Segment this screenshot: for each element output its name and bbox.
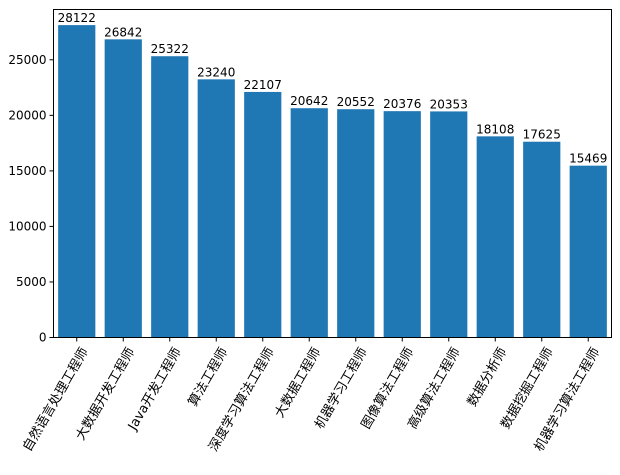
data-label-11: 15469 [569,152,607,166]
bar-10 [523,141,561,338]
data-label-7: 20376 [383,97,421,111]
y-tick-label-2: 10000 [8,219,46,233]
bar-6 [337,109,375,338]
y-tick-label-1: 5000 [16,275,47,289]
data-label-0: 28122 [58,11,96,25]
data-label-2: 25322 [151,42,189,56]
bar-9 [476,136,514,338]
y-tick-label-5: 25000 [8,53,46,67]
data-label-4: 22107 [244,78,282,92]
bar-1 [104,39,142,338]
data-label-1: 26842 [104,25,142,39]
y-tick-label-4: 20000 [8,108,46,122]
y-tick-label-3: 15000 [8,164,46,178]
bar-11 [569,165,607,338]
bars [58,25,607,338]
y-axis: 0 5000 10000 15000 20000 25000 [8,53,54,345]
plot-frame [53,9,612,338]
data-label-6: 20552 [337,95,375,109]
x-tick-label-5: 大数据工程师 [272,345,324,420]
bar-0 [58,25,96,338]
bar-3 [197,79,235,338]
data-label-10: 17625 [523,128,561,142]
data-label-3: 23240 [197,65,235,79]
x-tick-label-3: 算法工程师 [186,345,231,409]
bar-4 [244,91,282,338]
bar-2 [151,56,189,338]
y-tick-label-0: 0 [39,331,47,345]
data-label-8: 20353 [430,97,468,111]
data-labels: 28122 26842 25322 23240 22107 20642 20552 20376… [58,11,608,166]
data-label-9: 18108 [476,122,514,136]
bar-5 [290,108,328,338]
bar-7 [383,111,421,338]
x-tick-label-9: 数据分析师 [465,345,510,409]
bar-8 [430,111,468,338]
data-label-5: 20642 [290,94,328,108]
